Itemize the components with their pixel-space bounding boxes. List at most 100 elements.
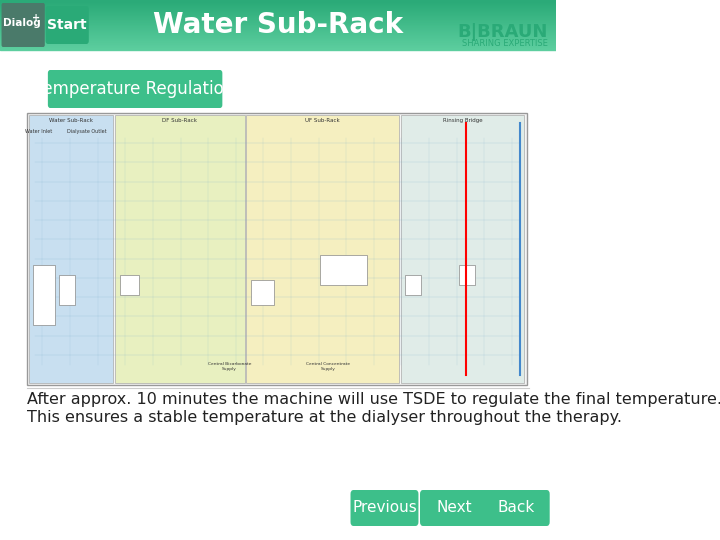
- Text: Previous: Previous: [352, 501, 417, 516]
- Text: Dialysate Outlet: Dialysate Outlet: [68, 129, 107, 134]
- Bar: [0, 8, 556, 9]
- Text: Start: Start: [48, 18, 87, 32]
- Bar: [0, 46, 556, 47]
- Bar: [0, 10, 556, 11]
- Bar: [0, 22, 556, 23]
- Bar: [0, 2, 556, 3]
- Bar: [0, 4, 556, 5]
- Bar: [0, 23, 556, 24]
- Bar: [0, 7, 556, 8]
- Bar: [0, 12, 556, 14]
- Bar: [0, 14, 556, 15]
- Bar: [320, 255, 366, 285]
- Bar: [0, 21, 556, 22]
- Bar: [0, 39, 556, 40]
- Bar: [0, 11, 556, 12]
- Bar: [0, 38, 556, 39]
- Bar: [251, 280, 274, 305]
- Bar: [0, 19, 556, 20]
- Bar: [0, 45, 556, 46]
- Bar: [0, 3, 556, 4]
- Bar: [0, 26, 556, 28]
- Bar: [0, 43, 556, 44]
- Bar: [0, 42, 556, 43]
- Bar: [0, 6, 556, 8]
- Bar: [0, 39, 556, 40]
- Text: Water Sub-Rack: Water Sub-Rack: [49, 118, 93, 123]
- Bar: [0, 35, 556, 36]
- Bar: [0, 35, 556, 36]
- Bar: [0, 15, 556, 16]
- Text: DF Sub-Rack: DF Sub-Rack: [163, 118, 197, 123]
- Bar: [0, 28, 556, 29]
- Bar: [0, 2, 556, 3]
- Bar: [0, 49, 556, 50]
- Bar: [0, 33, 556, 35]
- Bar: [0, 18, 556, 19]
- Bar: [0, 31, 556, 32]
- Text: Rinsing Bridge: Rinsing Bridge: [443, 118, 482, 123]
- Bar: [0, 17, 556, 18]
- Bar: [0, 19, 556, 21]
- Bar: [0, 16, 556, 17]
- FancyBboxPatch shape: [1, 3, 45, 47]
- Bar: [246, 115, 399, 383]
- Bar: [0, 37, 556, 38]
- Bar: [0, 22, 556, 23]
- Bar: [0, 11, 556, 12]
- Bar: [0, 28, 556, 29]
- Bar: [0, 42, 556, 43]
- Bar: [0, 8, 556, 9]
- Bar: [0, 15, 556, 16]
- Text: Temperature Regulation: Temperature Regulation: [35, 80, 235, 98]
- Bar: [0, 16, 556, 17]
- Bar: [0, 32, 556, 33]
- Bar: [0, 27, 556, 28]
- Bar: [0, 46, 556, 48]
- Bar: [33, 265, 55, 325]
- Bar: [0, 3, 556, 4]
- Bar: [0, 30, 556, 31]
- Text: Dialog: Dialog: [3, 18, 40, 28]
- Text: Water Inlet: Water Inlet: [25, 129, 53, 134]
- Bar: [0, 14, 556, 15]
- Bar: [0, 44, 556, 45]
- Bar: [405, 275, 420, 295]
- Bar: [0, 20, 556, 21]
- Bar: [0, 40, 556, 42]
- Text: Next: Next: [436, 501, 472, 516]
- Bar: [120, 275, 139, 295]
- Bar: [0, 34, 556, 35]
- Bar: [0, 4, 556, 5]
- Bar: [0, 47, 556, 48]
- Bar: [0, 24, 556, 25]
- Bar: [0, 23, 556, 24]
- Text: UF Sub-Rack: UF Sub-Rack: [305, 118, 340, 123]
- Text: Water Sub-Rack: Water Sub-Rack: [153, 11, 403, 39]
- Text: SHARING EXPERTISE: SHARING EXPERTISE: [462, 39, 548, 49]
- Bar: [29, 115, 114, 383]
- FancyBboxPatch shape: [45, 6, 89, 44]
- Text: Central Bicarbonate
Supply: Central Bicarbonate Supply: [207, 362, 251, 371]
- Bar: [0, 31, 556, 32]
- Bar: [0, 10, 556, 11]
- Bar: [0, 1, 556, 2]
- Bar: [0, 6, 556, 7]
- Bar: [0, 48, 556, 49]
- Bar: [0, 43, 556, 44]
- FancyBboxPatch shape: [482, 490, 549, 526]
- Bar: [0, 5, 556, 6]
- Bar: [0, 44, 556, 45]
- Bar: [0, 9, 556, 10]
- Bar: [0, 24, 556, 25]
- Bar: [0, 29, 556, 30]
- Bar: [0, 36, 556, 37]
- Bar: [0, 12, 556, 13]
- Bar: [0, 30, 556, 31]
- Bar: [0, 25, 556, 26]
- Bar: [0, 26, 556, 27]
- FancyBboxPatch shape: [48, 70, 222, 108]
- Bar: [401, 115, 524, 383]
- Bar: [0, 38, 556, 39]
- Bar: [0, 32, 556, 33]
